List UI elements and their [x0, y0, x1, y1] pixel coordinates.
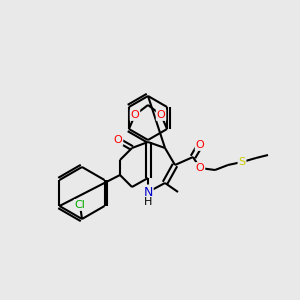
- Text: H: H: [144, 197, 152, 207]
- Text: O: O: [196, 163, 204, 173]
- Text: O: O: [114, 135, 122, 145]
- Text: O: O: [157, 110, 165, 120]
- Text: N: N: [143, 185, 153, 199]
- Text: O: O: [196, 140, 204, 150]
- Text: Cl: Cl: [75, 200, 86, 210]
- Text: O: O: [130, 110, 139, 120]
- Text: S: S: [238, 157, 246, 167]
